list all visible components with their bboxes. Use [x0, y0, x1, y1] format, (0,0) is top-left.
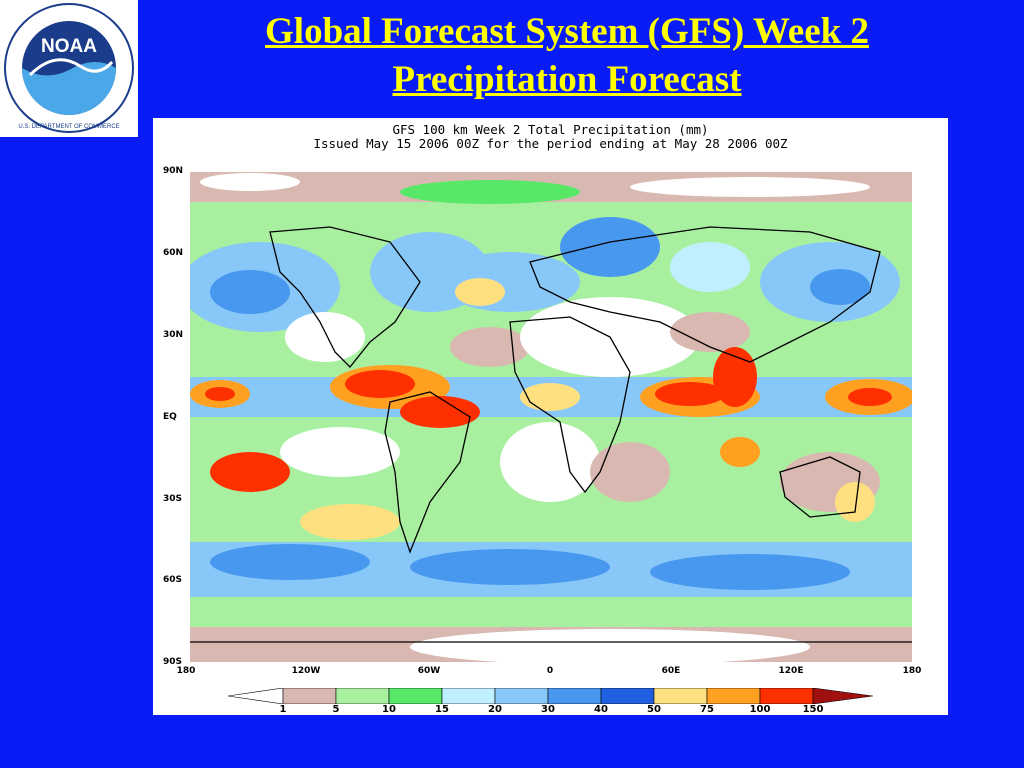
legend-swatch-9: [706, 688, 761, 704]
legend-swatch-11: [812, 688, 873, 704]
legend-label-10: 10: [382, 704, 396, 715]
precipitation-map: [190, 172, 912, 662]
noaa-logo-icon: NOAA U.S. DEPARTMENT OF COMMERCE: [4, 3, 134, 133]
lon-label-120w: 120W: [291, 666, 321, 676]
lon-label-120e: 120E: [778, 666, 804, 676]
map-title: GFS 100 km Week 2 Total Precipitation (m…: [392, 122, 709, 137]
precip-legend-bar: [228, 688, 873, 704]
lat-label-90s: 90S: [163, 657, 183, 667]
lat-label-30s: 30S: [163, 494, 183, 504]
legend-label-75: 75: [700, 704, 714, 715]
precip-map-panel: GFS 100 km Week 2 Total Precipitation (m…: [153, 118, 948, 715]
lat-label-eq: EQ: [163, 412, 177, 422]
lon-label-0: 0: [546, 666, 554, 676]
lon-label-60w: 60W: [417, 666, 441, 676]
lat-label-60n: 60N: [163, 248, 184, 258]
legend-label-1: 1: [279, 704, 287, 715]
legend-swatch-7: [600, 688, 655, 704]
noaa-logo: NOAA U.S. DEPARTMENT OF COMMERCE: [0, 0, 138, 137]
legend-swatch-1: [282, 688, 337, 704]
map-subtitle: Issued May 15 2006 00Z for the period en…: [313, 136, 788, 151]
svg-text:U.S. DEPARTMENT OF COMMERCE: U.S. DEPARTMENT OF COMMERCE: [18, 124, 119, 130]
slide-title-line1: Global Forecast System (GFS) Week 2: [265, 11, 869, 52]
lat-label-90n: 90N: [163, 166, 184, 176]
slide-title-line2: Precipitation Forecast: [392, 59, 742, 100]
lon-label-180e: 180: [902, 666, 922, 676]
legend-label-15: 15: [435, 704, 449, 715]
slide-title: Global Forecast System (GFS) Week 2 Prec…: [150, 8, 984, 104]
legend-swatch-10: [759, 688, 814, 704]
legend-label-150: 150: [802, 704, 824, 715]
logo-text: NOAA: [41, 36, 97, 57]
legend-swatch-4: [441, 688, 496, 704]
lat-label-60s: 60S: [163, 575, 183, 585]
lon-label-180w: 180: [176, 666, 196, 676]
legend-label-40: 40: [594, 704, 608, 715]
legend-label-30: 30: [541, 704, 555, 715]
legend-label-50: 50: [647, 704, 661, 715]
lon-label-60e: 60E: [661, 666, 681, 676]
legend-swatch-8: [653, 688, 708, 704]
lat-label-30n: 30N: [163, 330, 184, 340]
legend-swatch-6: [547, 688, 602, 704]
legend-label-100: 100: [749, 704, 771, 715]
legend-swatch-2: [335, 688, 390, 704]
legend-swatch-0: [228, 688, 284, 704]
legend-swatch-5: [494, 688, 549, 704]
legend-label-20: 20: [488, 704, 502, 715]
legend-swatch-3: [388, 688, 443, 704]
legend-label-5: 5: [332, 704, 340, 715]
